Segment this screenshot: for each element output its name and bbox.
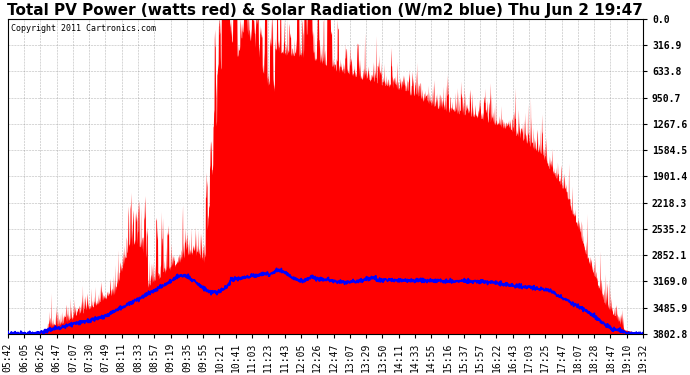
Title: Total PV Power (watts red) & Solar Radiation (W/m2 blue) Thu Jun 2 19:47: Total PV Power (watts red) & Solar Radia… — [8, 3, 643, 18]
Text: Copyright 2011 Cartronics.com: Copyright 2011 Cartronics.com — [11, 24, 156, 33]
